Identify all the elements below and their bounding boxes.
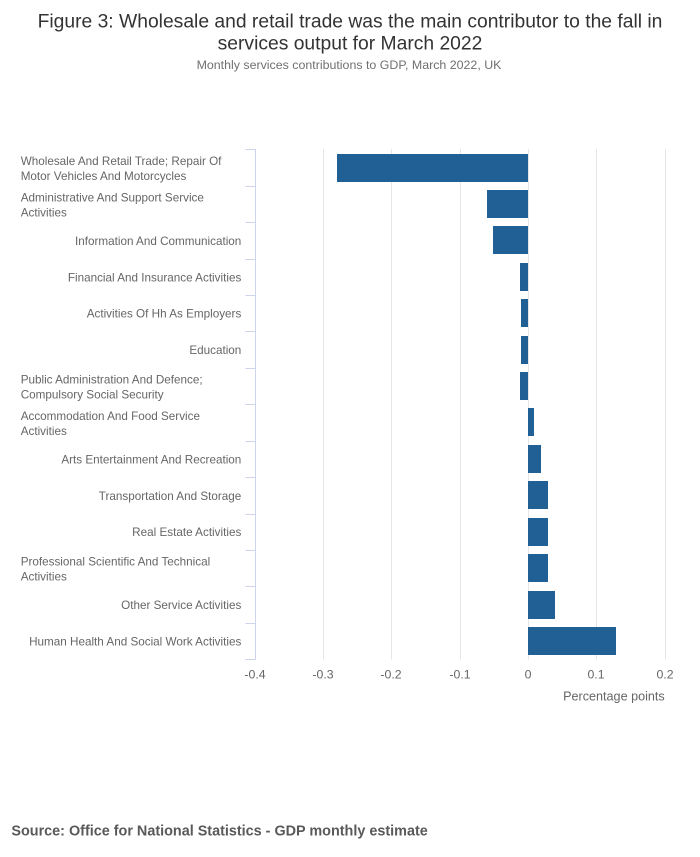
svg-text:Financial And Insurance Activi: Financial And Insurance Activities bbox=[68, 271, 242, 284]
svg-text:Activities Of Hh As Employers: Activities Of Hh As Employers bbox=[87, 308, 242, 321]
svg-text:Motor Vehicles And Motorcycles: Motor Vehicles And Motorcycles bbox=[21, 170, 187, 183]
svg-text:Public Administration And Defe: Public Administration And Defence; bbox=[21, 374, 203, 387]
svg-text:0.1: 0.1 bbox=[587, 668, 604, 682]
svg-text:Human Health And Social Work A: Human Health And Social Work Activities bbox=[29, 636, 241, 649]
svg-text:Education: Education bbox=[189, 344, 241, 357]
svg-text:Source: Office for National St: Source: Office for National Statistics -… bbox=[11, 824, 427, 840]
svg-text:Transportation And Storage: Transportation And Storage bbox=[99, 490, 242, 503]
svg-text:Administrative And Support Ser: Administrative And Support Service bbox=[21, 191, 204, 204]
svg-text:Real Estate Activities: Real Estate Activities bbox=[132, 526, 241, 539]
svg-text:Professional Scientific And Te: Professional Scientific And Technical bbox=[21, 556, 211, 569]
svg-text:Compulsory Social Security: Compulsory Social Security bbox=[21, 389, 164, 402]
svg-text:0.2: 0.2 bbox=[656, 668, 673, 682]
svg-text:Wholesale And Retail Trade; Re: Wholesale And Retail Trade; Repair Of bbox=[21, 155, 222, 168]
svg-text:-0.4: -0.4 bbox=[244, 668, 265, 682]
svg-text:services output for March 2022: services output for March 2022 bbox=[218, 34, 483, 55]
svg-text:Figure 3: Wholesale and retail: Figure 3: Wholesale and retail trade was… bbox=[38, 12, 663, 33]
svg-text:0: 0 bbox=[525, 668, 532, 682]
svg-text:Activities: Activities bbox=[21, 425, 67, 438]
svg-text:Monthly services contributions: Monthly services contributions to GDP, M… bbox=[197, 58, 503, 72]
svg-text:Other Service Activities: Other Service Activities bbox=[121, 599, 241, 612]
svg-text:Activities: Activities bbox=[21, 206, 67, 219]
svg-text:-0.3: -0.3 bbox=[312, 668, 333, 682]
svg-text:Accommodation And Food Service: Accommodation And Food Service bbox=[21, 410, 200, 423]
svg-text:Arts Entertainment And Recreat: Arts Entertainment And Recreation bbox=[61, 453, 241, 466]
svg-text:-0.1: -0.1 bbox=[449, 668, 470, 682]
svg-text:Information And Communication: Information And Communication bbox=[75, 235, 241, 248]
svg-text:-0.2: -0.2 bbox=[380, 668, 401, 682]
svg-text:Activities: Activities bbox=[21, 571, 67, 584]
svg-text:Percentage points: Percentage points bbox=[563, 689, 665, 703]
